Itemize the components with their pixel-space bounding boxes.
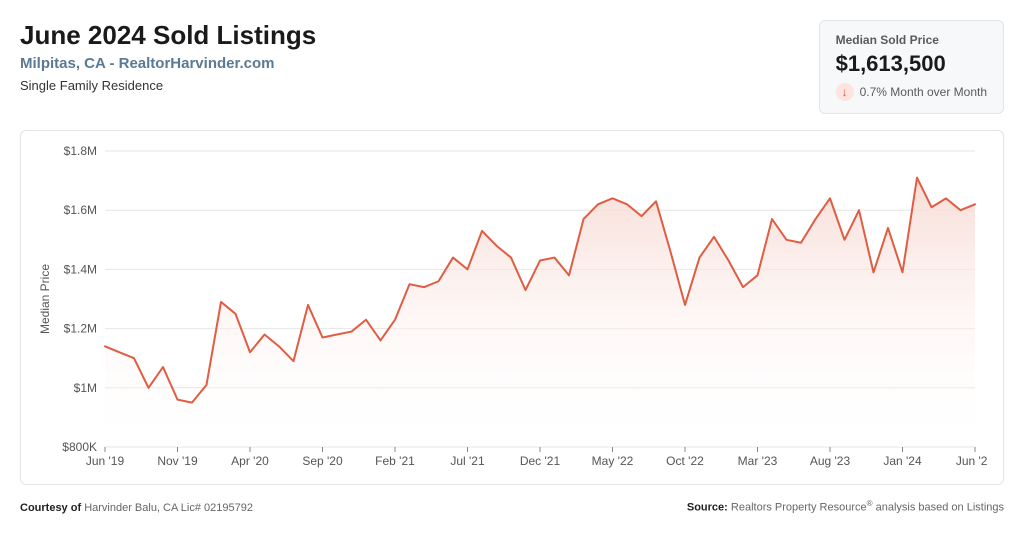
- svg-text:Oct '22: Oct '22: [666, 454, 704, 468]
- title-block: June 2024 Sold Listings Milpitas, CA - R…: [20, 20, 316, 93]
- footer-row: Courtesy of Harvinder Balu, CA Lic# 0219…: [20, 499, 1004, 514]
- svg-text:$1.2M: $1.2M: [64, 322, 97, 336]
- svg-text:Aug '23: Aug '23: [810, 454, 851, 468]
- svg-text:$1.6M: $1.6M: [64, 203, 97, 217]
- header-row: June 2024 Sold Listings Milpitas, CA - R…: [20, 20, 1004, 114]
- svg-text:Nov '19: Nov '19: [157, 454, 198, 468]
- svg-text:Dec '21: Dec '21: [520, 454, 561, 468]
- chart-card: $800K $1M $1.2M $1.4M $1.6M $1.8M Median Price…: [20, 130, 1004, 485]
- courtesy-line: Courtesy of Harvinder Balu, CA Lic# 0219…: [20, 502, 253, 514]
- svg-text:May '22: May '22: [592, 454, 634, 468]
- svg-text:Jun '19: Jun '19: [86, 454, 125, 468]
- svg-text:Sep '20: Sep '20: [302, 454, 343, 468]
- median-price-card: Median Sold Price $1,613,500 ↓ 0.7% Mont…: [819, 20, 1004, 114]
- svg-text:$1.8M: $1.8M: [64, 144, 97, 158]
- svg-text:Feb '21: Feb '21: [375, 454, 415, 468]
- location-subtitle[interactable]: Milpitas, CA - RealtorHarvinder.com: [20, 55, 316, 72]
- page-title: June 2024 Sold Listings: [20, 20, 316, 51]
- svg-text:Jun '24: Jun '24: [956, 454, 987, 468]
- stat-value: $1,613,500: [836, 51, 987, 77]
- svg-text:Apr '20: Apr '20: [231, 454, 269, 468]
- svg-text:$800K: $800K: [62, 440, 97, 454]
- source-line: Source: Realtors Property Resource® anal…: [687, 499, 1004, 514]
- property-type: Single Family Residence: [20, 78, 316, 93]
- stat-change-text: 0.7% Month over Month: [860, 85, 987, 99]
- stat-change: ↓ 0.7% Month over Month: [836, 83, 987, 101]
- courtesy-label: Courtesy of: [20, 502, 84, 514]
- source-value-pre: Realtors Property Resource: [731, 502, 867, 514]
- svg-text:$1.4M: $1.4M: [64, 262, 97, 276]
- source-label: Source:: [687, 502, 731, 514]
- arrow-down-icon: ↓: [836, 83, 854, 101]
- svg-text:Jan '24: Jan '24: [883, 454, 922, 468]
- stat-label: Median Sold Price: [836, 33, 987, 47]
- svg-text:Jul '21: Jul '21: [450, 454, 485, 468]
- courtesy-value: Harvinder Balu, CA Lic# 02195792: [84, 502, 253, 514]
- svg-text:Median Price: Median Price: [38, 264, 52, 334]
- svg-text:$1M: $1M: [74, 381, 97, 395]
- median-price-chart: $800K $1M $1.2M $1.4M $1.6M $1.8M Median Price…: [27, 137, 987, 477]
- svg-text:Mar '23: Mar '23: [738, 454, 778, 468]
- source-value-post: analysis based on Listings: [873, 502, 1004, 514]
